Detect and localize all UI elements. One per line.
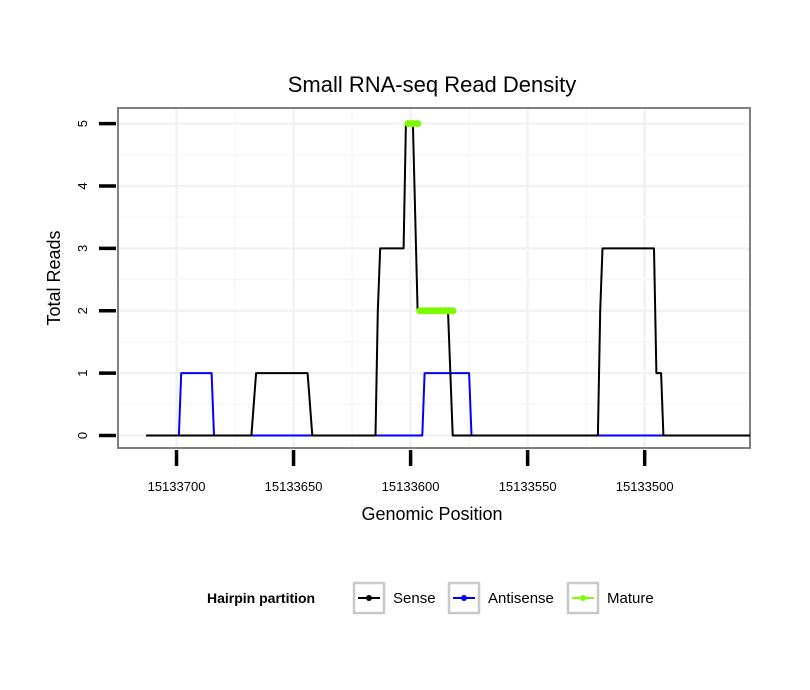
y-tick-label: 5 (75, 120, 90, 127)
x-axis-title: Genomic Position (361, 504, 502, 524)
mature-segments (404, 119, 457, 315)
chart-title: Small RNA-seq Read Density (288, 72, 577, 97)
legend-item-sense: Sense (352, 581, 436, 615)
x-tick-label: 15133550 (499, 479, 557, 494)
x-tick-label: 15133500 (616, 479, 674, 494)
y-axis-title: Total Reads (44, 230, 64, 325)
legend-item-mature: Mature (566, 581, 654, 615)
legend-title: Hairpin partition (207, 590, 315, 606)
legend: Hairpin partition Sense Antisense Mature (207, 581, 654, 615)
legend-dot-sense (366, 595, 372, 601)
y-tick-label: 0 (75, 432, 90, 439)
legend-dot-antisense (461, 595, 467, 601)
legend-label-antisense: Antisense (488, 590, 554, 607)
x-tick-label: 15133600 (382, 479, 440, 494)
y-tick-label: 3 (75, 245, 90, 252)
x-tick-label: 15133650 (265, 479, 323, 494)
x-tick-label: 15133700 (148, 479, 206, 494)
legend-dot-mature (580, 595, 586, 601)
y-axis: 0 1 2 3 4 5 (75, 120, 116, 439)
legend-item-antisense: Antisense (447, 581, 554, 615)
mature-point (414, 119, 422, 128)
legend-label-mature: Mature (607, 590, 654, 607)
y-tick-label: 4 (75, 182, 90, 189)
y-tick-label: 2 (75, 307, 90, 314)
x-axis: 15133700 15133650 15133600 15133550 15133500 (148, 450, 674, 494)
legend-label-sense: Sense (393, 590, 436, 607)
mature-point (449, 307, 457, 315)
y-tick-label: 1 (75, 369, 90, 376)
